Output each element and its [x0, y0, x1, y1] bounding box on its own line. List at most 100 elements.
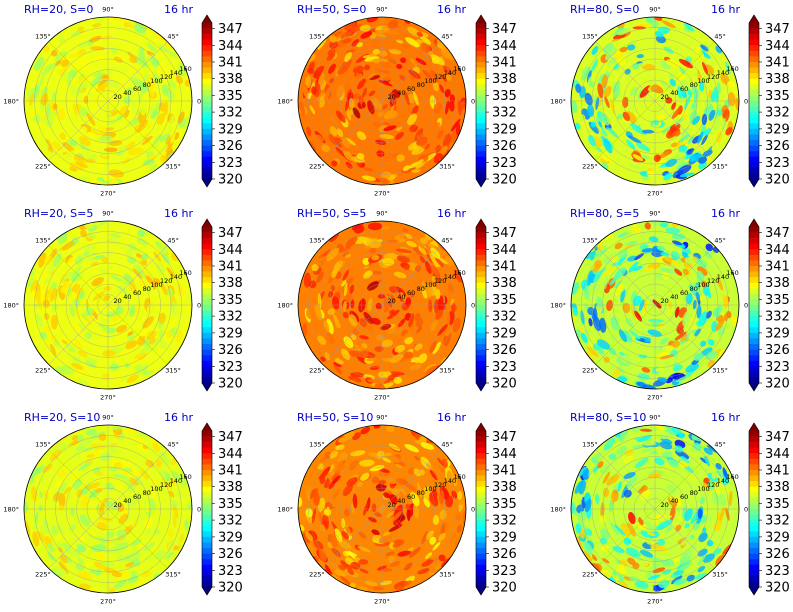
field-cell: [42, 299, 50, 308]
field-cell: [714, 66, 721, 73]
colorbar-segment: [202, 23, 212, 29]
field-cell: [56, 523, 65, 535]
colorbar-extend-min: [476, 383, 486, 391]
colorbar-segment: [749, 84, 759, 91]
field-cell: [88, 534, 104, 541]
colorbar-extend-min: [476, 587, 486, 595]
field-cell: [78, 461, 91, 471]
colorbar-segment: [749, 509, 759, 515]
field-cell: [76, 488, 84, 498]
field-cell: [439, 84, 445, 94]
field-cell: [338, 564, 346, 571]
field-cell: [424, 365, 437, 378]
colorbar-segment: [202, 355, 212, 362]
field-cell: [603, 437, 616, 451]
field-cell: [119, 376, 129, 382]
field-cell: [91, 431, 106, 439]
field-cell: [575, 83, 582, 93]
field-cell: [587, 306, 595, 316]
field-cell: [176, 491, 183, 498]
field-cell: [641, 367, 651, 373]
field-cell: [136, 268, 148, 279]
field-cell: [588, 134, 597, 147]
field-cell: [672, 364, 683, 372]
field-cell: [705, 243, 714, 252]
angular-gridline: [595, 245, 656, 306]
angular-gridline: [48, 508, 109, 569]
field-cell: [342, 300, 347, 312]
field-cell: [38, 495, 45, 507]
colorbar-tick-label: 323: [765, 564, 790, 579]
colorbar-segment: [749, 293, 759, 300]
field-cell: [127, 496, 136, 508]
colorbar-segment: [476, 486, 486, 493]
field-cell: [620, 429, 629, 437]
colorbar-segment: [476, 447, 486, 454]
field-cell: [165, 330, 173, 338]
field-cell: [411, 105, 419, 117]
field-cell: [588, 318, 593, 327]
angular-gridline: [595, 449, 656, 510]
field-cell: [429, 340, 437, 354]
field-cell: [69, 305, 76, 317]
field-cell: [647, 574, 661, 580]
colorbar-segment: [202, 167, 212, 174]
field-cell: [51, 525, 59, 536]
field-cell: [686, 473, 700, 485]
colorbar-segment: [202, 282, 212, 289]
colorbar-segment: [476, 305, 486, 311]
field-cell: [591, 46, 599, 55]
r-tick-label: 60: [680, 493, 688, 501]
field-cell: [160, 253, 170, 264]
colorbar-segment: [749, 56, 759, 63]
r-tick-label: 40: [397, 89, 405, 97]
field-cell: [612, 570, 625, 582]
field-cell: [318, 258, 326, 268]
field-cell: [75, 130, 85, 138]
field-cell: [186, 292, 192, 302]
field-cell: [164, 551, 175, 560]
field-cell: [172, 504, 179, 519]
field-cell: [348, 350, 365, 358]
field-cell: [392, 540, 404, 548]
field-cell: [371, 476, 380, 484]
colorbar-tick-label: 338: [765, 480, 790, 495]
field-cell: [318, 470, 329, 480]
theta-tick-label: 90°: [376, 414, 388, 422]
colorbar-segment: [202, 520, 212, 527]
colorbar-segment: [476, 123, 486, 130]
field-cell: [385, 551, 395, 557]
field-cell: [111, 426, 122, 430]
colorbar-segment: [476, 470, 486, 476]
colorbar-segment: [749, 581, 759, 588]
field-cell: [697, 131, 704, 144]
field-cell: [137, 579, 144, 585]
colorbar-segment: [202, 366, 212, 373]
field-cell: [676, 298, 681, 307]
colorbar-segment: [202, 525, 212, 532]
field-cell: [686, 544, 697, 557]
theta-tick-label: 180°: [277, 98, 293, 106]
field-cell: [582, 541, 593, 556]
field-cell: [392, 456, 400, 464]
field-cell: [698, 81, 705, 92]
theta-tick-label: 180°: [3, 506, 19, 514]
field-cell: [584, 92, 593, 106]
field-cell: [341, 137, 351, 149]
colorbar-tick-label: 335: [218, 293, 243, 308]
field-cell: [364, 64, 371, 71]
field-cell: [318, 548, 327, 562]
field-cell: [142, 370, 155, 376]
field-cell: [320, 356, 326, 362]
field-cell: [348, 550, 356, 559]
colorbar-segment: [749, 542, 759, 549]
field-cell: [76, 434, 84, 442]
field-cell: [677, 158, 685, 166]
field-cell: [113, 56, 124, 63]
r-tick-label: 100: [697, 77, 709, 85]
angular-gridline: [107, 245, 168, 306]
field-cell: [586, 70, 592, 83]
colorbar-segment: [749, 377, 759, 384]
field-cell: [140, 101, 147, 116]
colorbar-segment: [749, 575, 759, 582]
